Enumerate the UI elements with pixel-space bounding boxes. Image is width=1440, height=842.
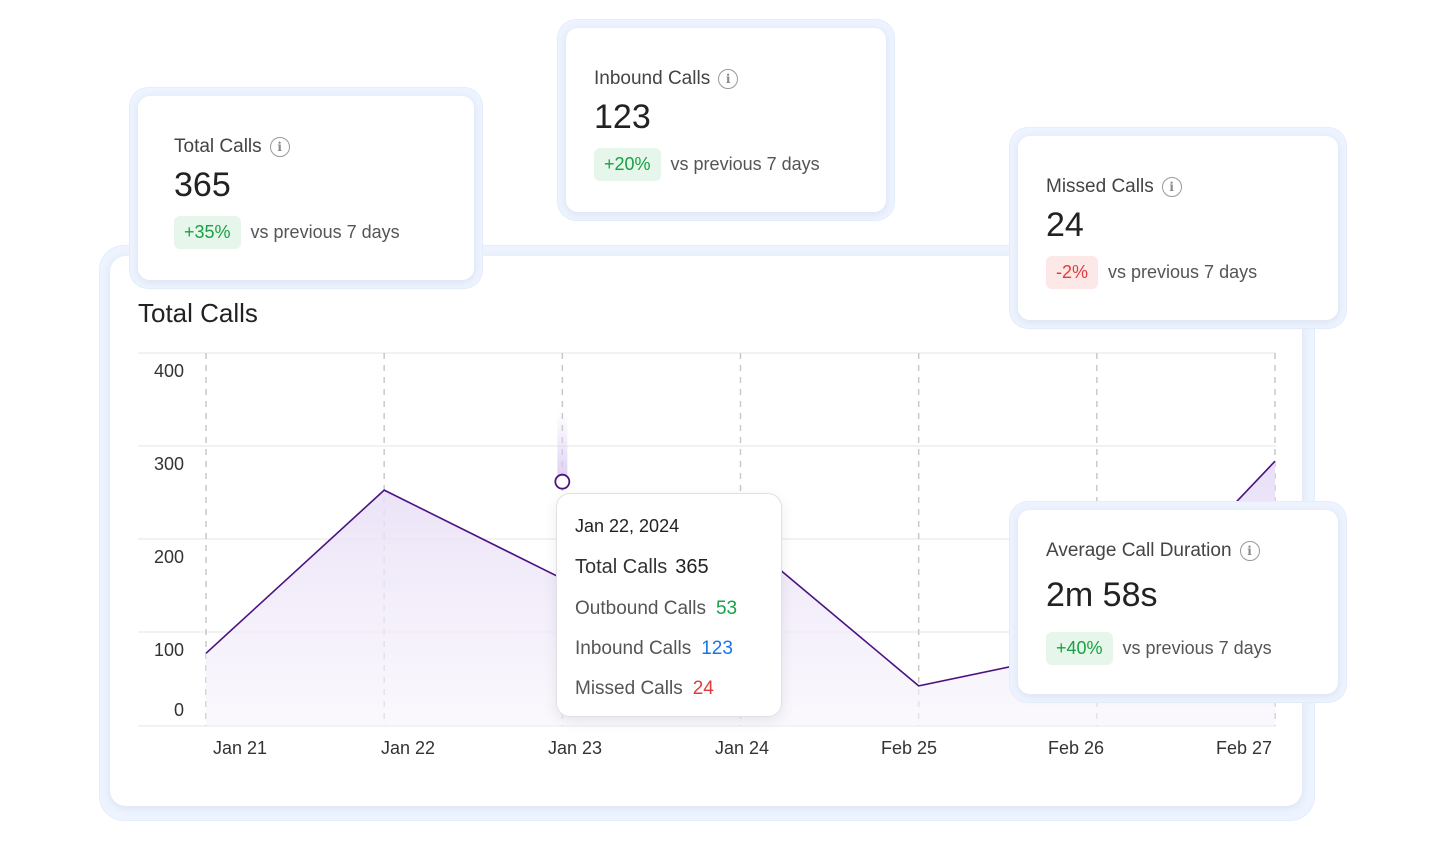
avg-duration-change-row: +40% vs previous 7 days (1046, 632, 1272, 665)
info-icon[interactable]: i (1239, 541, 1260, 561)
info-icon[interactable]: i (718, 69, 739, 89)
tooltip-inbound-value: 123 (701, 638, 733, 659)
x-tick-label: Feb 25 (881, 738, 937, 758)
info-icon[interactable]: i (269, 137, 290, 157)
tooltip-total-row: Total Calls 365 (575, 556, 709, 579)
tooltip-missed-value: 24 (692, 678, 714, 699)
tooltip-total-label: Total Calls (575, 556, 668, 578)
highlight-point[interactable] (554, 473, 571, 490)
inbound-calls-card: Inbound Calls i 123 +20% vs previous 7 d… (566, 28, 886, 212)
total-calls-comparison: vs previous 7 days (250, 222, 400, 242)
total-calls-label: Total Calls (174, 136, 262, 157)
x-tick-label: Jan 24 (715, 738, 769, 758)
tooltip-outbound-row: Outbound Calls 53 (575, 598, 737, 620)
inbound-calls-value: 123 (594, 98, 651, 136)
inbound-calls-label-row: Inbound Calls i (594, 68, 739, 90)
tooltip-missed-label: Missed Calls (575, 678, 683, 699)
total-calls-change-row: +35% vs previous 7 days (174, 216, 400, 249)
missed-calls-card: Missed Calls i 24 -2% vs previous 7 days (1018, 136, 1338, 320)
y-tick-label: 200 (154, 547, 184, 567)
avg-duration-card: Average Call Duration i 2m 58s +40% vs p… (1018, 510, 1338, 694)
missed-calls-change-badge: -2% (1046, 256, 1099, 289)
avg-duration-value: 2m 58s (1046, 576, 1158, 614)
inbound-calls-label: Inbound Calls (594, 68, 711, 89)
total-calls-label-row: Total Calls i (174, 136, 290, 158)
tooltip-missed-row: Missed Calls 24 (575, 678, 714, 700)
y-tick-label: 0 (174, 700, 184, 720)
x-tick-label: Jan 21 (213, 738, 267, 758)
total-calls-change-badge: +35% (174, 216, 241, 249)
y-tick-label: 400 (154, 361, 184, 381)
tooltip-inbound-label: Inbound Calls (575, 638, 692, 659)
y-tick-label: 100 (154, 640, 184, 660)
tooltip-total-value: 365 (675, 556, 709, 578)
tooltip-inbound-row: Inbound Calls 123 (575, 638, 733, 660)
y-axis-labels: 400 300 200 100 0 (154, 361, 184, 720)
total-calls-card: Total Calls i 365 +35% vs previous 7 day… (138, 96, 474, 280)
missed-calls-label: Missed Calls (1046, 176, 1154, 197)
x-tick-label: Feb 26 (1048, 738, 1104, 758)
avg-duration-change-badge: +40% (1046, 632, 1113, 665)
x-tick-label: Jan 22 (381, 738, 435, 758)
total-calls-value: 365 (174, 166, 231, 204)
avg-duration-label-row: Average Call Duration i (1046, 540, 1260, 562)
x-tick-label: Jan 23 (548, 738, 602, 758)
inbound-calls-change-row: +20% vs previous 7 days (594, 148, 820, 181)
chart-tooltip: Jan 22, 2024 Total Calls 365 Outbound Cal… (556, 493, 782, 717)
missed-calls-comparison: vs previous 7 days (1108, 262, 1258, 282)
missed-calls-change-row: -2% vs previous 7 days (1046, 256, 1257, 289)
inbound-calls-change-badge: +20% (594, 148, 661, 181)
tooltip-outbound-label: Outbound Calls (575, 598, 706, 619)
avg-duration-comparison: vs previous 7 days (1122, 638, 1272, 658)
x-tick-label: Feb 27 (1216, 738, 1272, 758)
highlight-glow (557, 410, 568, 482)
info-icon[interactable]: i (1161, 177, 1182, 197)
missed-calls-value: 24 (1046, 206, 1084, 244)
y-tick-label: 300 (154, 454, 184, 474)
tooltip-outbound-value: 53 (715, 598, 738, 619)
chart-title: Total Calls (138, 298, 258, 328)
avg-duration-label: Average Call Duration (1046, 540, 1232, 561)
x-axis-labels: Jan 21 Jan 22 Jan 23 Jan 24 Feb 25 Feb 26 Feb … (213, 738, 1272, 758)
missed-calls-label-row: Missed Calls i (1046, 176, 1182, 198)
tooltip-date: Jan 22, 2024 (575, 516, 680, 536)
inbound-calls-comparison: vs previous 7 days (670, 154, 820, 174)
